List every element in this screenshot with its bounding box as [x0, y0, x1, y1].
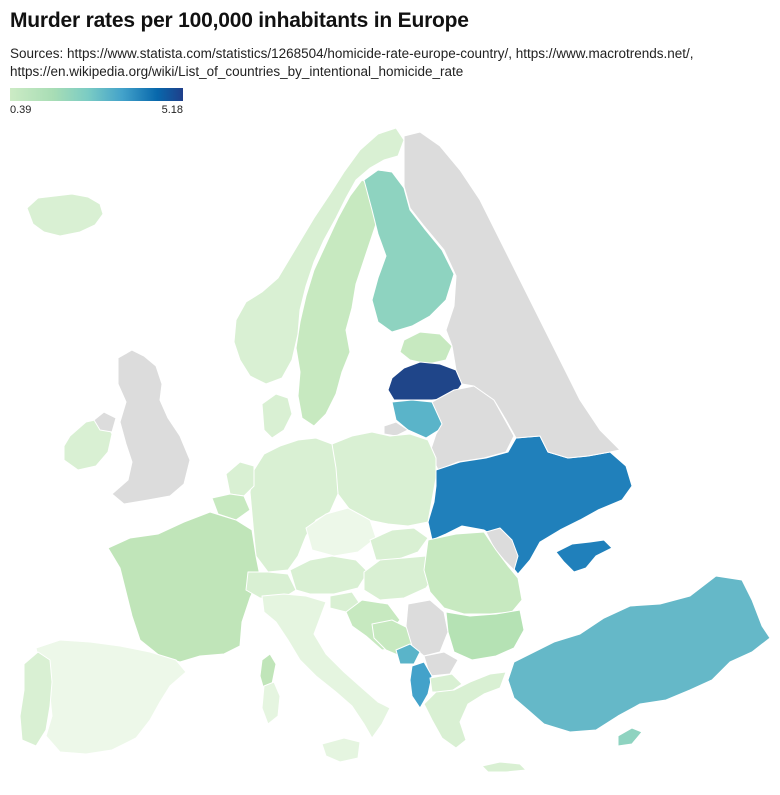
region-slovakia [369, 527, 429, 561]
region-germany [249, 437, 339, 573]
europe-map [19, 127, 771, 773]
legend-gradient-bar [10, 88, 183, 101]
region-sicily [321, 737, 361, 763]
map-sources: Sources: https://www.statista.com/statis… [10, 46, 694, 79]
region-iceland [26, 193, 104, 237]
region-austria [289, 555, 369, 595]
map-title: Murder rates per 100,000 inhabitants in … [10, 9, 469, 32]
region-bulgaria [445, 609, 525, 661]
region-finland [363, 169, 455, 333]
region-cyprus [617, 727, 643, 747]
region-kaliningrad [383, 421, 409, 437]
region-italy [261, 593, 391, 739]
legend-min-label: 0.39 [10, 104, 32, 116]
region-montenegro [395, 643, 421, 665]
color-legend: 0.39 5.18 [10, 88, 183, 120]
region-poland [331, 431, 437, 527]
region-sardinia [261, 681, 281, 725]
region-portugal [19, 651, 53, 747]
legend-labels: 0.39 5.18 [10, 104, 183, 120]
region-netherlands [225, 461, 255, 497]
region-albania [409, 661, 433, 709]
region-northern-ireland [93, 411, 117, 433]
region-serbia [405, 599, 449, 657]
region-france [107, 511, 261, 663]
region-crete [481, 761, 527, 773]
region-sweden [295, 179, 381, 427]
region-crimea [555, 539, 613, 573]
region-denmark [261, 393, 293, 439]
legend-max-label: 5.18 [161, 104, 183, 116]
region-russia [403, 131, 621, 459]
region-romania [423, 531, 523, 615]
region-north-macedonia [429, 673, 463, 693]
region-norway [233, 127, 405, 385]
region-great-britain [111, 349, 191, 505]
region-spain [35, 639, 187, 755]
region-estonia [399, 331, 453, 365]
region-greece [423, 671, 507, 749]
region-turkey [507, 575, 771, 733]
